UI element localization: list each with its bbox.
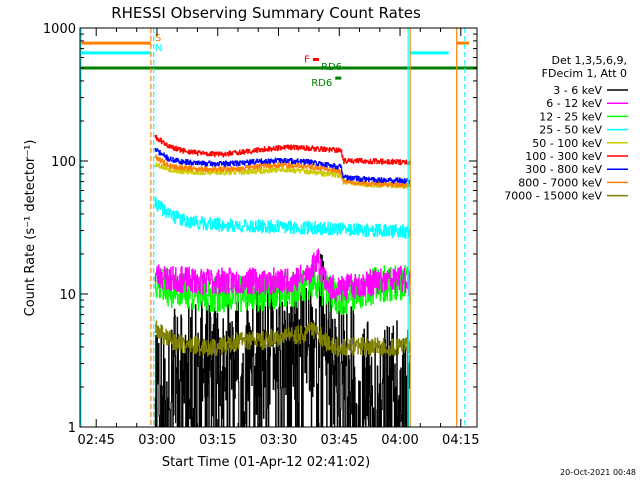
legend-entry-label: 800 - 7000 keV — [518, 176, 602, 189]
vertical-lines-layer — [80, 28, 466, 427]
flag-label-rd6-4: RD6 — [311, 78, 332, 89]
legend-entry-label: 50 - 100 keV — [532, 137, 602, 150]
legend-entry-label: 6 - 12 keV — [546, 97, 602, 110]
y-tick-label: 1 — [68, 421, 76, 436]
y-tick-label: 10 — [59, 288, 76, 303]
x-tick-label: 03:30 — [260, 433, 297, 448]
legend: Det 1,3,5,6,9,FDecim 1, Att 0 3 - 6 keV6 … — [504, 54, 628, 203]
chart-title: RHESSI Observing Summary Count Rates — [111, 4, 421, 22]
series-line-25-50-kev — [154, 196, 411, 239]
x-tick-label: 02:45 — [77, 433, 114, 448]
series-line-7000-15000-kev — [154, 320, 411, 357]
x-tick-label: 04:15 — [442, 433, 479, 448]
flag-layer: SN RD6 F RD6 — [80, 33, 477, 89]
x-tick-label: 03:15 — [199, 433, 236, 448]
flag-label-f-3: F — [304, 54, 310, 65]
series-line-100-300-kev — [154, 134, 411, 166]
legend-header-line: Det 1,3,5,6,9, — [551, 54, 627, 67]
flag-label-rd6-2: RD6 — [321, 62, 342, 73]
series-line-6-12-kev — [154, 248, 411, 302]
legend-entry-label: 12 - 25 keV — [539, 110, 602, 123]
x-tick-label: 03:45 — [321, 433, 358, 448]
generation-timestamp: 20-Oct-2021 00:48 — [560, 468, 636, 477]
flag-label-s-0: S — [155, 33, 161, 44]
y-axis-label: Count Rate (s⁻¹ detector⁻¹) — [23, 140, 38, 317]
series-line-300-800-kev — [154, 148, 411, 184]
x-axis-label: Start Time (01-Apr-12 02:41:02) — [162, 455, 370, 470]
y-tick-label: 100 — [51, 155, 76, 170]
legend-entry-label: 300 - 800 keV — [525, 163, 602, 176]
series-line-800-7000-kev — [154, 154, 411, 188]
legend-entry-label: 25 - 50 keV — [539, 124, 602, 137]
x-tick-label: 03:00 — [138, 433, 175, 448]
flag-label-n-1: N — [155, 43, 162, 54]
x-tick-label: 04:00 — [381, 433, 418, 448]
y-tick-label: 1000 — [43, 22, 76, 37]
legend-entry-label: 100 - 300 keV — [525, 150, 602, 163]
legend-entry-label: 3 - 6 keV — [553, 84, 602, 97]
legend-header-line: FDecim 1, Att 0 — [542, 67, 627, 80]
series-layer — [154, 134, 411, 428]
legend-entry-label: 7000 - 15000 keV — [504, 190, 602, 203]
axis-layer: 02:45 03:00 03:15 03:30 03:45 04:00 04:15 1 10 10… — [43, 22, 480, 448]
